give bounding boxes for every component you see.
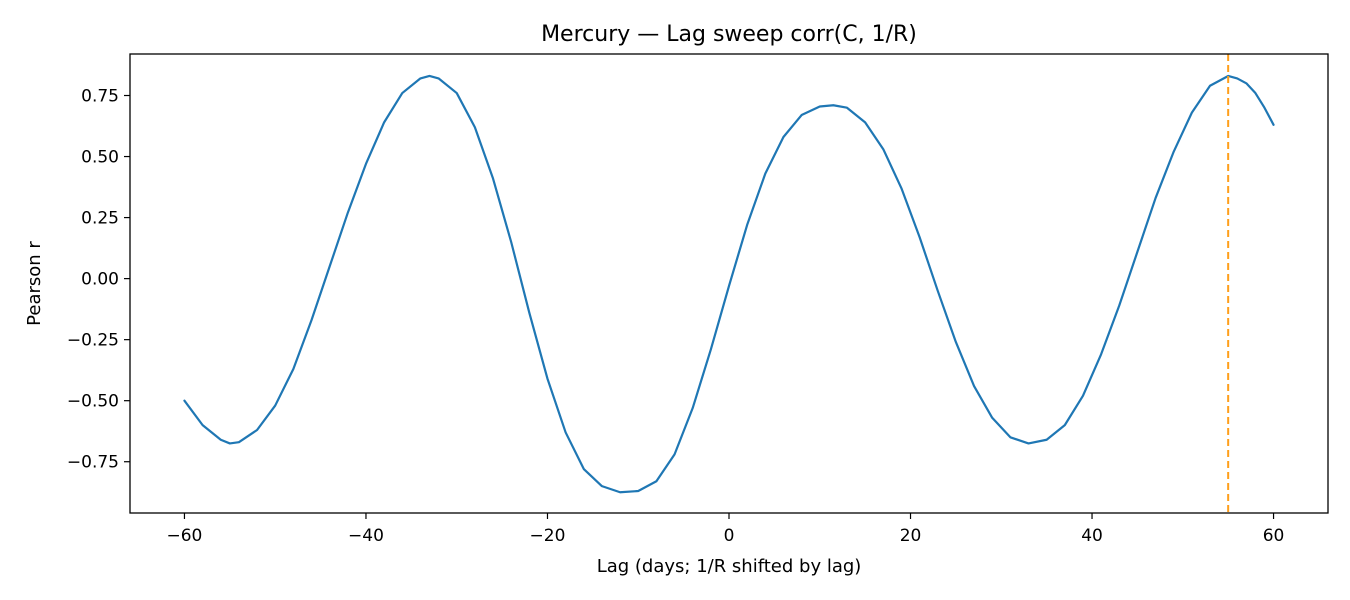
x-tick-label: 40 (1081, 526, 1103, 546)
y-axis-label: Pearson r (24, 241, 45, 326)
y-tick-label: −0.25 (67, 331, 119, 351)
x-axis: −60 −40 −20 0 20 40 60 (167, 513, 1285, 546)
x-tick-label: 60 (1263, 526, 1285, 546)
x-tick-label: −40 (348, 526, 384, 546)
y-axis: 0.75 0.50 0.25 0.00 −0.25 −0.50 −0.75 (67, 87, 130, 473)
series-line-0 (183, 74, 1275, 494)
x-tick-label: −20 (530, 526, 566, 546)
y-tick-label: 0.50 (81, 148, 119, 168)
x-tick-label: −60 (167, 526, 203, 546)
x-tick-label: 0 (724, 526, 735, 546)
y-tick-label: 0.00 (81, 270, 119, 290)
y-tick-label: 0.75 (81, 87, 119, 107)
x-axis-label: Lag (days; 1/R shifted by lag) (597, 556, 862, 577)
x-tick-label: 20 (900, 526, 922, 546)
y-tick-label: −0.75 (67, 453, 119, 473)
chart-title: Mercury — Lag sweep corr(C, 1/R) (541, 22, 917, 47)
y-tick-label: 0.25 (81, 209, 119, 229)
plot-area (183, 54, 1275, 513)
y-tick-label: −0.50 (67, 392, 119, 412)
